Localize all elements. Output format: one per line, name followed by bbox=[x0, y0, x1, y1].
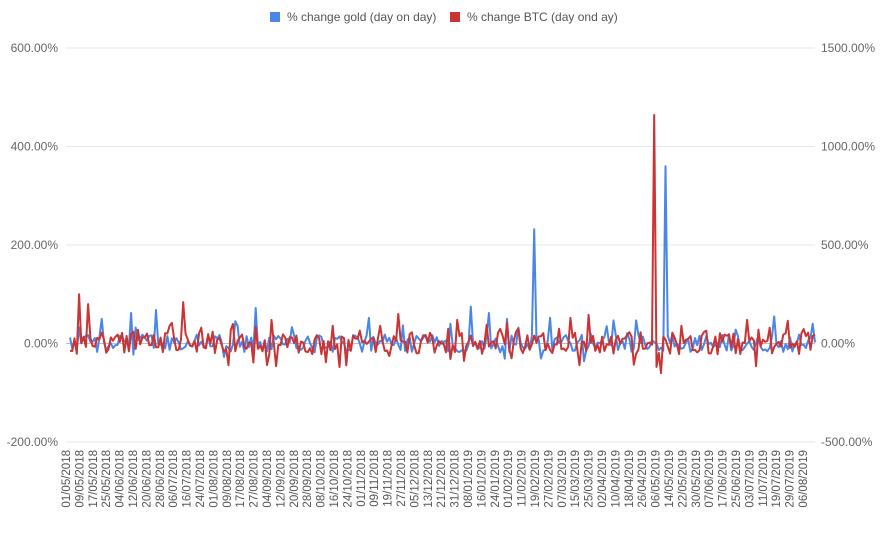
x-tick-label: 17/06/2019 bbox=[718, 450, 730, 508]
x-tick-label: 20/09/2018 bbox=[289, 450, 301, 508]
x-tick-label: 11/02/2019 bbox=[517, 450, 529, 507]
x-tick-label: 01/05/2018 bbox=[61, 450, 73, 508]
x-tick-label: 24/07/2018 bbox=[195, 450, 207, 508]
y-right-tick-label: 500.00% bbox=[821, 238, 869, 252]
x-tick-label: 06/05/2019 bbox=[651, 450, 663, 508]
x-tick-label: 28/06/2018 bbox=[155, 450, 167, 508]
x-tick-label: 09/05/2018 bbox=[74, 450, 86, 508]
x-tick-label: 30/05/2019 bbox=[691, 450, 703, 508]
x-tick-label: 24/10/2018 bbox=[342, 450, 354, 508]
x-tick-label: 26/04/2019 bbox=[637, 450, 649, 508]
y-right-tick-label: 1500.00% bbox=[821, 41, 875, 55]
y-right-tick-label: 1000.00% bbox=[821, 140, 875, 154]
x-tick-label: 01/11/2018 bbox=[356, 450, 368, 507]
x-tick-label: 02/04/2019 bbox=[597, 450, 609, 508]
x-tick-label: 17/08/2018 bbox=[235, 450, 247, 508]
x-tick-label: 01/02/2019 bbox=[503, 450, 515, 508]
x-tick-label: 16/10/2018 bbox=[329, 450, 341, 508]
x-tick-label: 28/09/2018 bbox=[302, 450, 314, 508]
x-tick-label: 14/05/2019 bbox=[664, 450, 676, 508]
x-tick-label: 19/11/2018 bbox=[383, 450, 395, 507]
x-tick-label: 01/08/2018 bbox=[208, 450, 220, 508]
x-tick-label: 13/12/2018 bbox=[423, 450, 435, 508]
x-tick-label: 06/07/2018 bbox=[168, 450, 180, 508]
x-tick-label: 18/04/2019 bbox=[624, 450, 636, 508]
x-tick-label: 25/05/2018 bbox=[101, 450, 113, 508]
x-tick-label: 21/12/2018 bbox=[436, 450, 448, 508]
x-tick-label: 15/03/2019 bbox=[570, 450, 582, 508]
legend-swatch bbox=[270, 12, 280, 22]
y-left-tick-label: 600.00% bbox=[11, 41, 59, 55]
y-right-tick-label: 0.00% bbox=[821, 337, 855, 351]
y-left-tick-label: 0.00% bbox=[24, 337, 58, 351]
x-tick-label: 24/01/2019 bbox=[490, 450, 502, 508]
x-tick-label: 27/08/2018 bbox=[249, 450, 261, 508]
x-tick-label: 08/10/2018 bbox=[316, 450, 328, 508]
x-tick-label: 25/03/2019 bbox=[584, 450, 596, 508]
x-tick-label: 19/07/2019 bbox=[771, 450, 783, 508]
x-tick-label: 03/07/2019 bbox=[744, 450, 756, 508]
legend: % change gold (day on day) % change BTC (… bbox=[270, 10, 618, 24]
x-tick-label: 07/06/2019 bbox=[704, 450, 716, 508]
x-tick-label: 16/01/2019 bbox=[476, 450, 488, 508]
legend-label: % change BTC (day ond ay) bbox=[467, 10, 618, 24]
x-tick-label: 09/08/2018 bbox=[222, 450, 234, 508]
x-tick-label: 04/06/2018 bbox=[115, 450, 127, 508]
x-tick-label: 25/06/2019 bbox=[731, 450, 743, 508]
x-tick-label: 16/07/2018 bbox=[182, 450, 194, 508]
x-tick-label: 09/11/2018 bbox=[369, 450, 381, 507]
x-tick-label: 10/04/2019 bbox=[610, 450, 622, 508]
x-tick-label: 05/12/2018 bbox=[409, 450, 421, 508]
y-right-tick-label: -500.00% bbox=[821, 435, 873, 449]
x-tick-label: 07/03/2019 bbox=[557, 450, 569, 508]
x-tick-label: 08/01/2019 bbox=[463, 450, 475, 508]
x-tick-label: 27/11/2018 bbox=[396, 450, 408, 507]
series-line bbox=[69, 114, 816, 375]
x-tick-label: 11/07/2019 bbox=[758, 450, 770, 507]
x-tick-label: 22/05/2019 bbox=[677, 450, 689, 508]
x-tick-label: 12/09/2018 bbox=[275, 450, 287, 508]
x-tick-label: 17/05/2018 bbox=[88, 450, 100, 508]
x-tick-label: 20/06/2018 bbox=[141, 450, 153, 508]
x-tick-label: 04/09/2018 bbox=[262, 450, 274, 508]
y-left-tick-label: 400.00% bbox=[11, 140, 59, 154]
x-tick-label: 19/02/2019 bbox=[530, 450, 542, 508]
x-tick-label: 31/12/2018 bbox=[450, 450, 462, 508]
x-tick-label: 06/08/2019 bbox=[798, 450, 810, 508]
y-left-tick-label: 200.00% bbox=[11, 238, 59, 252]
x-tick-label: 27/02/2019 bbox=[543, 450, 555, 508]
legend-swatch bbox=[450, 12, 460, 22]
x-tick-label: 29/07/2019 bbox=[785, 450, 797, 508]
x-tick-label: 12/06/2018 bbox=[128, 450, 140, 508]
y-left-tick-label: -200.00% bbox=[7, 435, 59, 449]
legend-label: % change gold (day on day) bbox=[287, 10, 436, 24]
